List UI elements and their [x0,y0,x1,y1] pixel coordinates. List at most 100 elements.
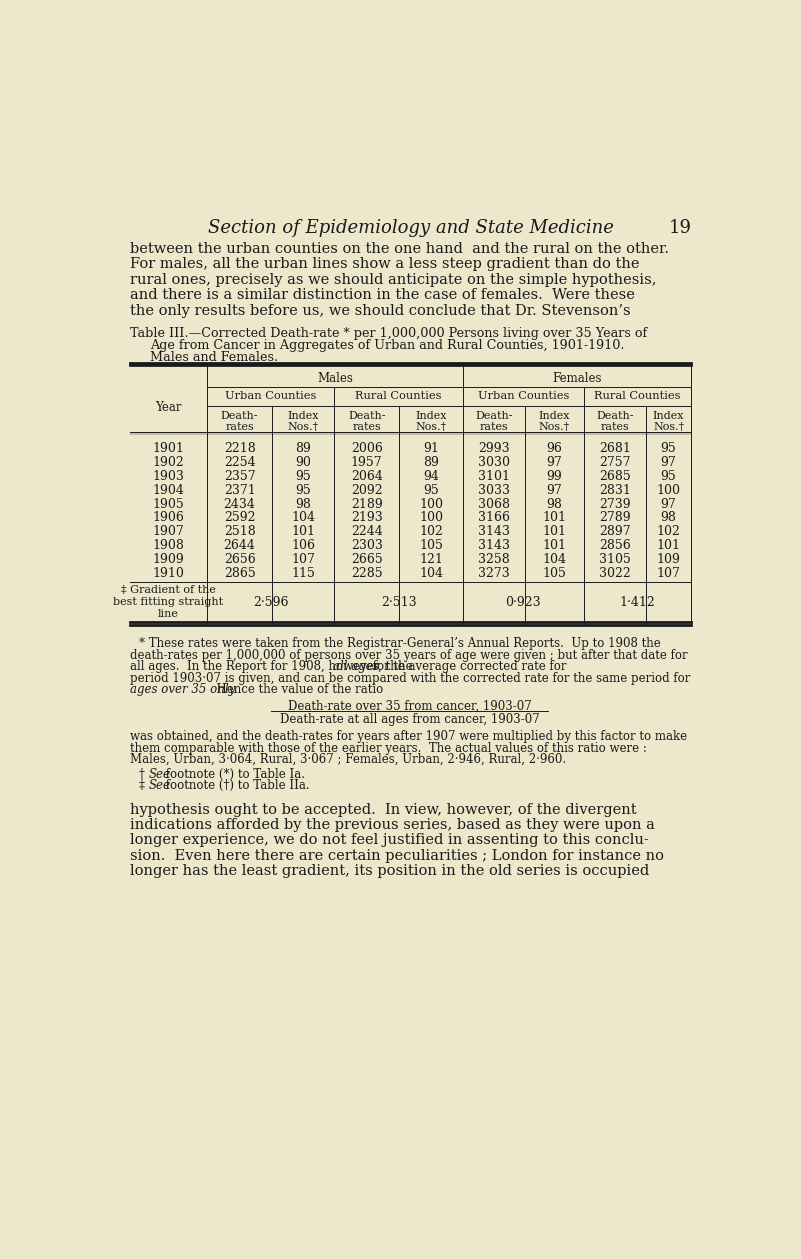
Text: 2897: 2897 [599,525,630,539]
Text: Urban Counties: Urban Counties [225,392,316,402]
Text: Urban Counties: Urban Counties [477,392,569,402]
Text: 97: 97 [661,497,677,511]
Text: 101: 101 [292,525,315,539]
Text: 96: 96 [546,442,562,456]
Text: 98: 98 [661,511,677,525]
Text: 2865: 2865 [223,567,256,580]
Text: 2193: 2193 [351,511,383,525]
Text: 3143: 3143 [478,539,509,553]
Text: 19: 19 [669,219,691,237]
Text: Age from Cancer in Aggregates of Urban and Rural Counties, 1901-1910.: Age from Cancer in Aggregates of Urban a… [151,339,625,353]
Text: 1903: 1903 [152,470,184,483]
Text: 2218: 2218 [223,442,256,456]
Text: 95: 95 [661,470,677,483]
Text: See: See [148,768,170,781]
Text: 104: 104 [419,567,443,580]
Text: 107: 107 [657,567,681,580]
Text: 2006: 2006 [351,442,383,456]
Text: 1908: 1908 [152,539,184,553]
Text: 2757: 2757 [599,456,630,470]
Text: Rural Counties: Rural Counties [356,392,441,402]
Text: 2656: 2656 [223,553,256,567]
Text: Death-
rates: Death- rates [348,410,385,432]
Text: Rural Counties: Rural Counties [594,392,681,402]
Text: the only results before us, we should conclude that Dr. Stevenson’s: the only results before us, we should co… [130,303,630,317]
Text: 1906: 1906 [152,511,184,525]
Text: * These rates were taken from the Registrar-General’s Annual Reports.  Up to 190: * These rates were taken from the Regist… [139,637,661,650]
Text: was obtained, and the death-rates for years after 1907 were multiplied by this f: was obtained, and the death-rates for ye… [130,730,686,743]
Text: Index
Nos.†: Index Nos.† [415,410,447,432]
Text: 2644: 2644 [223,539,256,553]
Text: 104: 104 [542,553,566,567]
Text: 2303: 2303 [351,539,383,553]
Text: 95: 95 [296,483,311,497]
Text: 91: 91 [423,442,439,456]
Text: 3273: 3273 [478,567,509,580]
Text: 95: 95 [661,442,677,456]
Text: 0·923: 0·923 [505,596,541,609]
Text: 98: 98 [546,497,562,511]
Text: 101: 101 [657,539,681,553]
Text: 3030: 3030 [478,456,509,470]
Text: them comparable with those of the earlier years.  The actual values of this rati: them comparable with those of the earlie… [130,742,646,754]
Text: 101: 101 [542,525,566,539]
Text: 100: 100 [657,483,681,497]
Text: 2244: 2244 [351,525,383,539]
Text: 94: 94 [423,470,439,483]
Text: 2·513: 2·513 [380,596,417,609]
Text: ‡: ‡ [139,779,149,792]
Text: 2064: 2064 [351,470,383,483]
Text: 2357: 2357 [223,470,256,483]
Text: 106: 106 [292,539,315,553]
Text: 3022: 3022 [599,567,630,580]
Text: 2685: 2685 [599,470,630,483]
Text: Death-rate over 35 from cancer, 1903-07: Death-rate over 35 from cancer, 1903-07 [288,700,532,713]
Text: 3258: 3258 [478,553,509,567]
Text: 3101: 3101 [478,470,509,483]
Text: 2665: 2665 [351,553,383,567]
Text: 3033: 3033 [478,483,509,497]
Text: sion.  Even here there are certain peculiarities ; London for instance no: sion. Even here there are certain peculi… [130,849,663,862]
Text: 99: 99 [546,470,562,483]
Text: 105: 105 [542,567,566,580]
Text: 105: 105 [419,539,443,553]
Text: 1907: 1907 [152,525,184,539]
Text: Females: Females [553,373,602,385]
Text: 3068: 3068 [478,497,509,511]
Text: 2254: 2254 [223,456,256,470]
Text: 102: 102 [657,525,681,539]
Text: 102: 102 [419,525,443,539]
Text: For males, all the urban lines show a less steep gradient than do the: For males, all the urban lines show a le… [130,257,639,272]
Text: Hence the value of the ratio: Hence the value of the ratio [209,684,384,696]
Text: 97: 97 [546,483,562,497]
Text: indications afforded by the previous series, based as they were upon a: indications afforded by the previous ser… [130,818,654,832]
Text: Males, Urban, 3·064, Rural, 3·067 ; Females, Urban, 2·946, Rural, 2·960.: Males, Urban, 3·064, Rural, 3·067 ; Fema… [130,753,566,767]
Text: rural ones, precisely as we should anticipate on the simple hypothesis,: rural ones, precisely as we should antic… [130,273,656,287]
Text: 98: 98 [296,497,311,511]
Text: 1902: 1902 [152,456,184,470]
Text: ‡ Gradient of the
best fitting straight
line: ‡ Gradient of the best fitting straight … [113,585,223,618]
Text: 2592: 2592 [223,511,256,525]
Text: Males and Females.: Males and Females. [151,350,279,364]
Text: See: See [148,779,170,792]
Text: †: † [139,768,148,781]
Text: Males: Males [317,373,353,385]
Text: 2739: 2739 [599,497,630,511]
Text: 2518: 2518 [223,525,256,539]
Text: footnote (†) to Table IIa.: footnote (†) to Table IIa. [162,779,310,792]
Text: 97: 97 [546,456,562,470]
Text: 2092: 2092 [351,483,383,497]
Text: all ages: all ages [333,660,379,674]
Text: 1957: 1957 [351,456,383,470]
Text: Index
Nos.†: Index Nos.† [538,410,570,432]
Text: 1·412: 1·412 [620,596,655,609]
Text: Death-
rates: Death- rates [221,410,259,432]
Text: and there is a similar distinction in the case of females.  Were these: and there is a similar distinction in th… [130,288,634,302]
Text: Section of Epidemiology and State Medicine: Section of Epidemiology and State Medici… [208,219,614,237]
Text: 100: 100 [419,497,443,511]
Text: 2993: 2993 [478,442,509,456]
Text: 89: 89 [296,442,311,456]
Text: Table III.—Corrected Death-rate * per 1,000,000 Persons living over 35 Years of: Table III.—Corrected Death-rate * per 1,… [130,326,647,340]
Text: 2681: 2681 [599,442,630,456]
Text: 115: 115 [292,567,315,580]
